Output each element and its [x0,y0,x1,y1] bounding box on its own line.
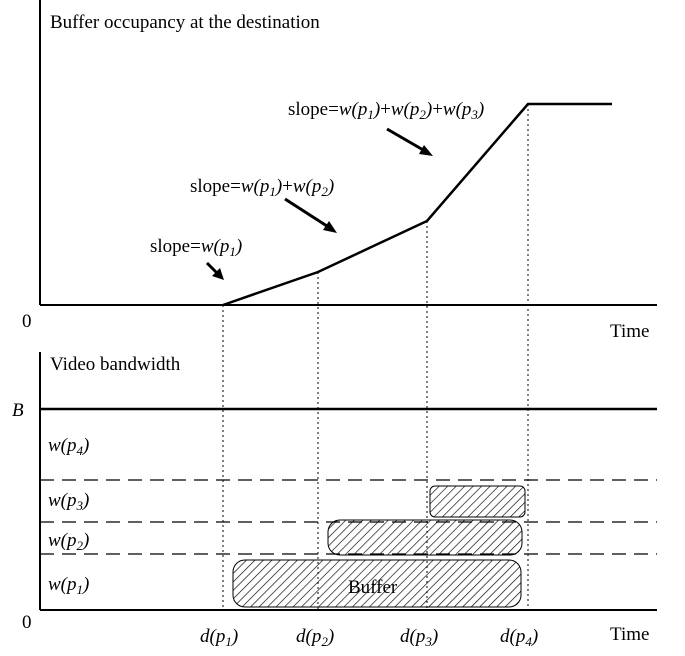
slope-annotation: slope=w(p1)+w(p2) [190,176,334,199]
origin-label: 0 [22,612,32,633]
bottom-title: Video bandwidth [50,354,181,375]
deadline-label: d(p1) [200,626,238,649]
bottom-panel [39,352,657,611]
occupancy-curve [222,102,612,307]
origin-label: 0 [22,311,32,332]
x-label: Time [610,624,649,645]
buffer-region [429,485,526,518]
level-label: w(p1) [48,574,89,597]
bandwidth-label: B [12,400,24,421]
slope-annotation: slope=w(p1) [150,236,242,259]
deadline-label: d(p2) [296,626,334,649]
buffer-region [327,519,523,556]
buffer-label: Buffer [348,577,398,598]
level-label: w(p2) [48,530,89,553]
x-label: Time [610,321,649,342]
buffer-region [232,559,522,608]
level-label: w(p4) [48,435,89,458]
deadline-label: d(p4) [500,626,538,649]
deadline-label: d(p3) [400,626,438,649]
level-label: w(p3) [48,490,89,513]
top-title: Buffer occupancy at the destination [50,12,320,33]
top-panel [39,0,657,610]
slope-annotation: slope=w(p1)+w(p2)+w(p3) [288,99,484,122]
